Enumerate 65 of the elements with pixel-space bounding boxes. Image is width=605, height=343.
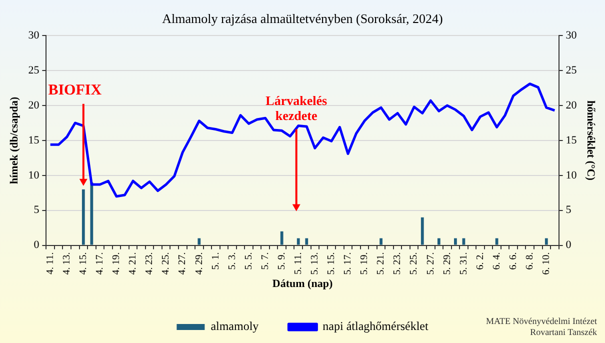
x-tick-label: 4. 13.	[61, 252, 72, 275]
x-tick-label: 5. 17.	[342, 252, 354, 275]
y-axis-title: hímek (db/csapda)	[8, 96, 20, 184]
legend-label: almamoly	[210, 319, 259, 334]
x-tick-label: 6. 2.	[474, 252, 486, 270]
x-tick-label: 5. 21.	[376, 252, 387, 275]
x-tick-label: 4. 23.	[144, 252, 156, 275]
x-tick-label: 5. 23.	[392, 252, 404, 275]
bar	[420, 217, 424, 245]
chart-title: Almamoly rajzása almaültetvényben (Soroksár, 2024)	[162, 11, 443, 26]
y-tick-label: 0	[34, 239, 40, 252]
x-tick-label: 5. 5.	[243, 252, 254, 270]
y-tick-label: 20	[28, 99, 40, 112]
x-tick-label: 5. 15.	[326, 252, 338, 275]
x-tick-label: 6. 8.	[524, 252, 536, 270]
x-tick-label: 4. 11.	[44, 252, 56, 274]
x-tick-label: 5. 25.	[408, 252, 420, 275]
y-tick-label: 15	[28, 134, 40, 146]
x-tick-label: 5. 31.	[458, 252, 470, 275]
bar	[380, 238, 382, 245]
x-tick-label: 5. 1.	[210, 252, 222, 270]
x-tick-label: 4. 15.	[78, 252, 90, 275]
y2-tick-label: 20	[566, 99, 578, 112]
bar	[296, 238, 300, 245]
x-tick-label: 6. 4.	[491, 252, 502, 270]
x-tick-label: 4. 29.	[194, 252, 205, 275]
x-tick-label: 5. 9.	[276, 252, 288, 270]
x-tick-label: 6. 6.	[508, 252, 519, 270]
x-tick-label: 5. 11.	[292, 252, 304, 274]
y2-tick-label: 0	[566, 239, 572, 252]
x-tick-label: 5. 7.	[260, 252, 271, 270]
bar	[544, 238, 548, 245]
x-tick-label: 6. 10.	[541, 252, 552, 275]
x-tick-label: 4. 19.	[111, 252, 122, 275]
y-tick-label: 10	[28, 169, 40, 182]
y2-tick-label: 15	[566, 134, 578, 146]
bar	[454, 238, 457, 245]
bar	[437, 238, 440, 245]
bar	[90, 182, 94, 245]
y-tick-label: 5	[34, 204, 40, 216]
x-tick-label: 4. 21.	[128, 252, 139, 275]
y-tick-label: 25	[28, 64, 40, 76]
x-tick-label: 5. 29.	[442, 252, 453, 275]
y2-tick-label: 25	[566, 64, 578, 76]
y2-tick-label: 5	[566, 204, 572, 216]
y2-axis-title: hőmérséklet (°C)	[584, 100, 597, 181]
bar	[82, 189, 85, 245]
x-tick-label: 4. 17.	[94, 252, 106, 275]
y-tick-label: 30	[28, 29, 40, 42]
text: MATE Növényvédelmi Intézet Rovartani Tanszék	[486, 316, 598, 337]
legend-label: napi átlaghőmérséklet	[322, 319, 429, 334]
x-tick-label: 5. 13.	[310, 252, 321, 275]
y2-tick-label: 10	[566, 169, 578, 182]
x-tick-label: 4. 25.	[160, 252, 172, 275]
bar	[305, 238, 308, 245]
bar	[198, 238, 201, 245]
x-tick-label: 5. 19.	[359, 252, 370, 275]
x-tick-label: 4. 27.	[177, 252, 188, 275]
x-axis-title: Dátum (nap)	[272, 278, 333, 290]
x-tick-label: 5. 27.	[425, 252, 436, 275]
y2-tick-label: 30	[566, 29, 578, 42]
annotation: Lárvakelés kezdete	[266, 93, 328, 124]
x-tick-label: 5. 3.	[226, 252, 238, 270]
annotation: BIOFIX	[48, 82, 102, 98]
bar	[280, 231, 284, 245]
